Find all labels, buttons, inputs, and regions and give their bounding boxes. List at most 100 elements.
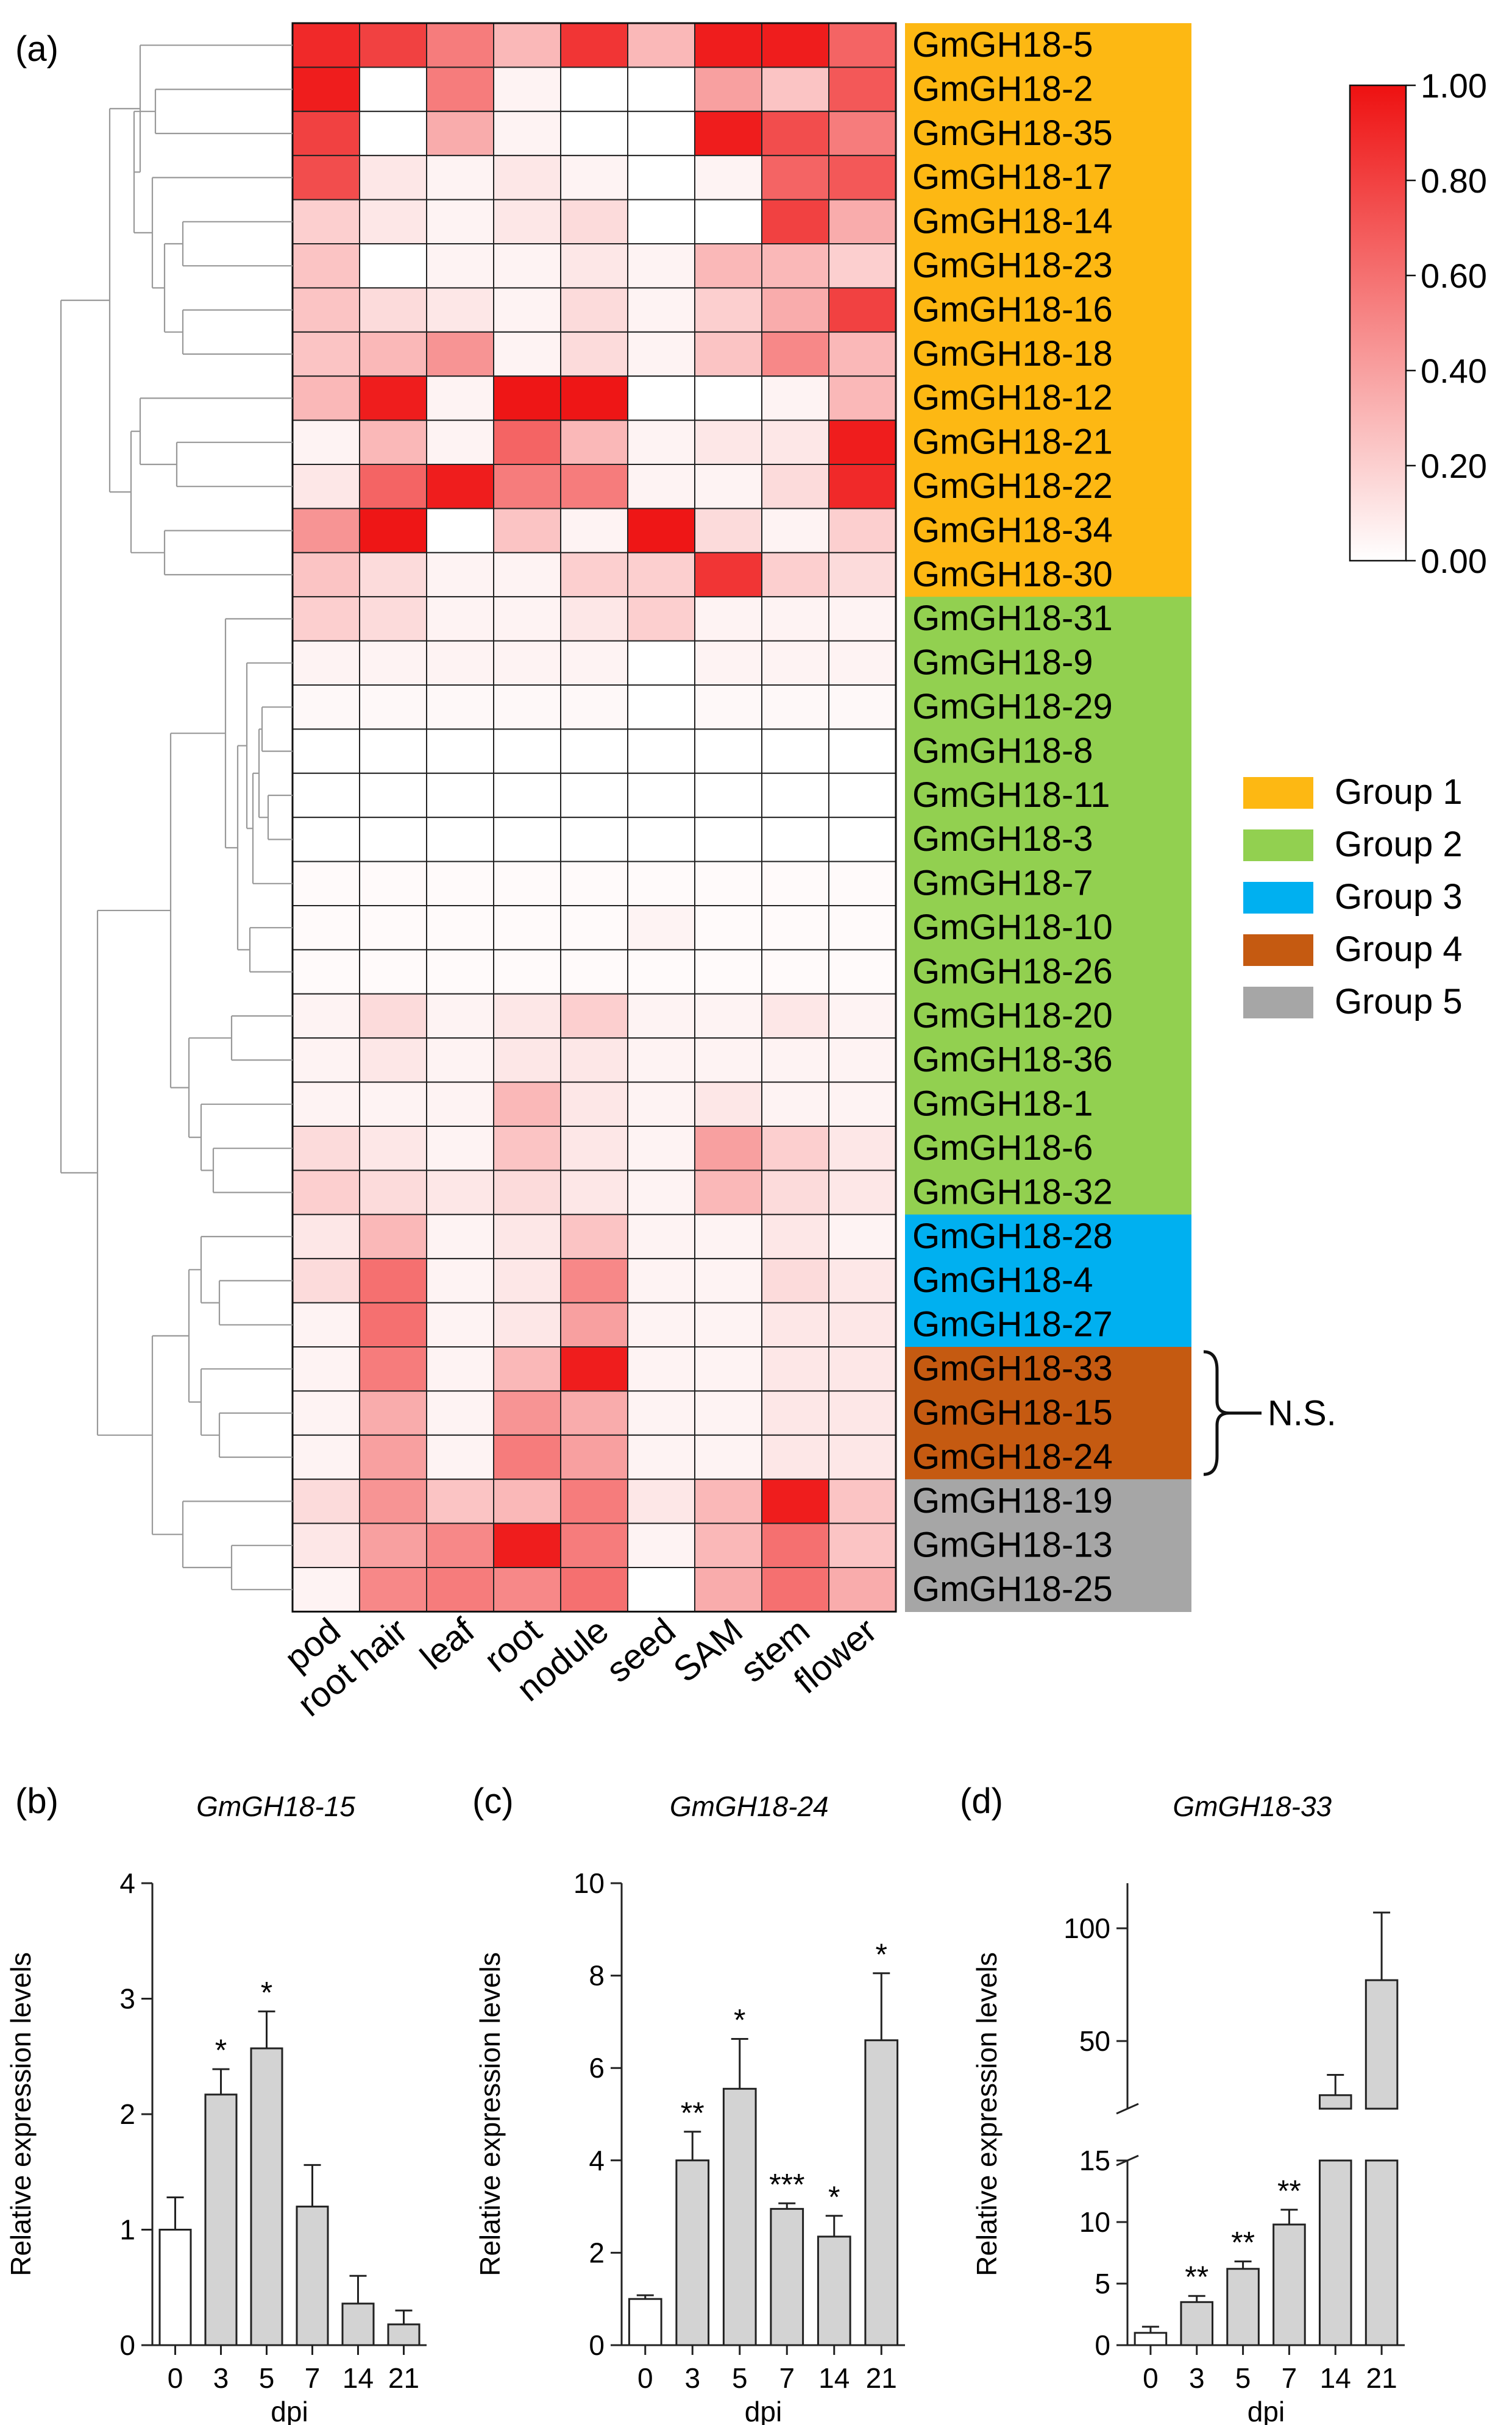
heatmap-cell xyxy=(493,199,561,245)
heatmap-cell xyxy=(828,905,896,951)
heatmap-cell xyxy=(560,508,628,553)
heatmap-cell xyxy=(426,1346,494,1392)
group-color-band xyxy=(905,508,1191,553)
heatmap-cell xyxy=(493,66,561,112)
group-color-band xyxy=(905,773,1191,818)
heatmap-cell xyxy=(627,552,695,598)
bar xyxy=(864,2039,899,2346)
y-tick-label: 4 xyxy=(119,1867,135,1899)
group-color-band xyxy=(905,950,1191,995)
heatmap-cell xyxy=(828,1258,896,1304)
legend-swatch xyxy=(1243,882,1313,914)
heatmap-cell xyxy=(560,1037,628,1083)
row-label: GmGH18-17 xyxy=(912,157,1113,197)
heatmap-cell xyxy=(694,155,762,201)
heatmap-cell xyxy=(292,155,360,201)
heatmap-cell xyxy=(828,331,896,377)
heatmap-cell xyxy=(694,1434,762,1480)
y-tick-label: 10 xyxy=(573,1867,605,1899)
heatmap-cell xyxy=(627,993,695,1039)
heatmap-cell xyxy=(426,66,494,112)
heatmap-cell xyxy=(828,861,896,906)
heatmap-cell xyxy=(694,1479,762,1524)
heatmap-cell xyxy=(828,419,896,465)
heatmap-cell xyxy=(493,243,561,289)
heatmap-cell xyxy=(493,331,561,377)
row-label: GmGH18-16 xyxy=(912,289,1113,329)
panel-label: (b) xyxy=(15,1781,59,1821)
y-tick-label: 1 xyxy=(119,2214,135,2246)
group-color-band xyxy=(905,1082,1191,1127)
heatmap-cell xyxy=(359,464,427,509)
significance-label: * xyxy=(876,1937,887,1972)
heatmap-cell xyxy=(560,905,628,951)
heatmap-cell xyxy=(359,331,427,377)
group-color-band xyxy=(905,420,1191,465)
panel-label: (c) xyxy=(472,1781,514,1821)
colorbar-tick-label: 1.00 xyxy=(1421,66,1487,105)
heatmap-cell xyxy=(761,684,829,730)
heatmap-cell xyxy=(359,243,427,289)
heatmap-cell xyxy=(292,23,360,68)
heatmap-cell xyxy=(627,1213,695,1260)
heatmap-cell xyxy=(761,287,829,333)
row-label: GmGH18-2 xyxy=(912,69,1093,108)
row-label: GmGH18-32 xyxy=(912,1172,1113,1212)
heatmap-cell xyxy=(292,596,360,642)
heatmap-cell xyxy=(761,1346,829,1392)
heatmap-cell xyxy=(426,1479,494,1524)
group-color-band xyxy=(905,1214,1191,1259)
heatmap-cell xyxy=(560,817,628,862)
heatmap-cell xyxy=(828,508,896,553)
row-label: GmGH18-29 xyxy=(912,687,1113,726)
heatmap-cell xyxy=(694,817,762,862)
heatmap-cell xyxy=(426,1434,494,1480)
group-color-band xyxy=(905,729,1191,774)
heatmap-cell xyxy=(493,1037,561,1083)
heatmap-cell xyxy=(359,728,427,774)
heatmap-cell xyxy=(761,1567,829,1613)
heatmap-cell xyxy=(292,1522,360,1569)
heatmap-cell xyxy=(828,1522,896,1569)
legend-label: Group 3 xyxy=(1335,877,1463,917)
x-tick-label: 14 xyxy=(1320,2362,1351,2394)
heatmap-cell xyxy=(694,66,762,112)
heatmap-cell xyxy=(828,1126,896,1171)
heatmap-cell xyxy=(493,1126,561,1171)
heatmap-cell xyxy=(426,110,494,157)
significance-label: ** xyxy=(1185,2260,1209,2294)
heatmap-cell xyxy=(292,331,360,377)
heatmap-cell xyxy=(493,1258,561,1304)
heatmap-cell xyxy=(560,331,628,377)
heatmap-cell xyxy=(761,905,829,951)
heatmap-cell xyxy=(761,1258,829,1304)
heatmap-cell xyxy=(426,287,494,333)
heatmap-cell xyxy=(493,1213,561,1260)
heatmap-cell xyxy=(426,949,494,995)
significance-label: * xyxy=(261,1975,272,2009)
heatmap-cell xyxy=(828,1302,896,1348)
heatmap-cell xyxy=(359,110,427,157)
heatmap-cell xyxy=(426,1302,494,1348)
heatmap-cell xyxy=(761,993,829,1039)
group-color-band xyxy=(905,1126,1191,1171)
colorbar-tick-label: 0.80 xyxy=(1421,162,1487,200)
y-axis-label: Relative expression levels xyxy=(971,1952,1003,2276)
heatmap-cell xyxy=(426,464,494,509)
heatmap-cell xyxy=(359,1302,427,1348)
heatmap-cell xyxy=(761,772,829,818)
heatmap-cell xyxy=(493,817,561,862)
heatmap-cell xyxy=(292,1302,360,1348)
row-label: GmGH18-15 xyxy=(912,1393,1113,1432)
heatmap-cell xyxy=(694,1567,762,1613)
heatmap-cell xyxy=(828,155,896,201)
heatmap-cell xyxy=(560,684,628,730)
legend-label: Group 5 xyxy=(1335,982,1463,1021)
heatmap-cell xyxy=(761,552,829,598)
heatmap-cell xyxy=(627,817,695,862)
heatmap-cell xyxy=(627,375,695,421)
heatmap-cell xyxy=(493,1434,561,1480)
heatmap-cell xyxy=(560,1126,628,1171)
heatmap-cell xyxy=(828,1037,896,1083)
heatmap-cell xyxy=(493,1567,561,1613)
